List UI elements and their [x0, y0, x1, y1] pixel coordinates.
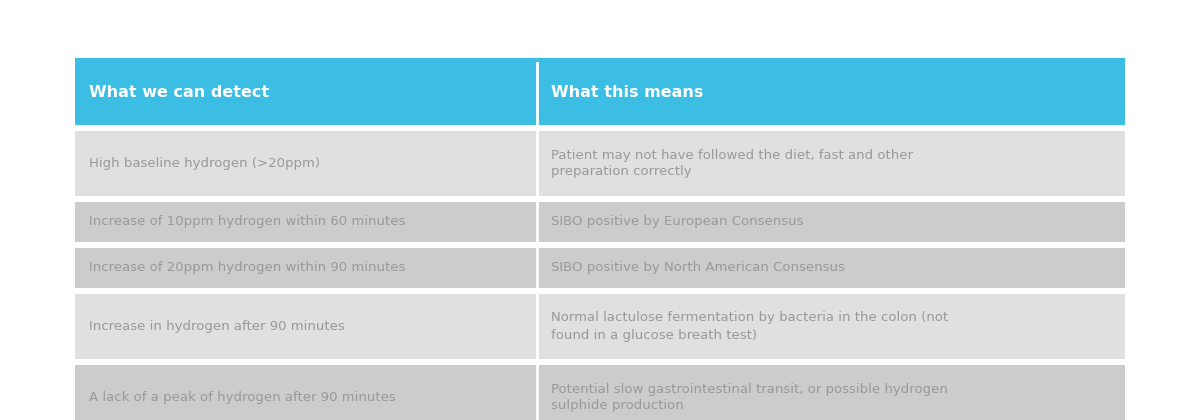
- Text: SIBO positive by European Consensus: SIBO positive by European Consensus: [551, 215, 804, 228]
- Bar: [538, 248, 1126, 288]
- Bar: [74, 359, 1126, 365]
- Text: What we can detect: What we can detect: [89, 85, 269, 100]
- Bar: [74, 131, 538, 196]
- Text: Increase of 10ppm hydrogen within 60 minutes: Increase of 10ppm hydrogen within 60 min…: [89, 215, 406, 228]
- Bar: [538, 60, 1126, 125]
- Bar: [538, 131, 1126, 196]
- Text: Increase in hydrogen after 90 minutes: Increase in hydrogen after 90 minutes: [89, 320, 344, 333]
- Text: Normal lactulose fermentation by bacteria in the colon (not
found in a glucose b: Normal lactulose fermentation by bacteri…: [551, 312, 948, 341]
- Bar: [74, 202, 538, 242]
- Bar: [74, 248, 538, 288]
- Bar: [538, 202, 1126, 242]
- Text: Increase of 20ppm hydrogen within 90 minutes: Increase of 20ppm hydrogen within 90 min…: [89, 262, 406, 275]
- Bar: [74, 294, 538, 359]
- Text: SIBO positive by North American Consensus: SIBO positive by North American Consensu…: [551, 262, 845, 275]
- Bar: [74, 60, 538, 125]
- Bar: [74, 196, 1126, 202]
- Text: Potential slow gastrointestinal transit, or possible hydrogen
sulphide productio: Potential slow gastrointestinal transit,…: [551, 383, 948, 412]
- Text: What this means: What this means: [551, 85, 703, 100]
- Bar: [74, 288, 1126, 294]
- Text: Patient may not have followed the diet, fast and other
preparation correctly: Patient may not have followed the diet, …: [551, 149, 913, 178]
- Bar: [74, 365, 538, 420]
- Bar: [538, 365, 1126, 420]
- Bar: [538, 294, 1126, 359]
- Text: High baseline hydrogen (>20ppm): High baseline hydrogen (>20ppm): [89, 157, 320, 170]
- Text: A lack of a peak of hydrogen after 90 minutes: A lack of a peak of hydrogen after 90 mi…: [89, 391, 396, 404]
- Bar: [74, 242, 1126, 248]
